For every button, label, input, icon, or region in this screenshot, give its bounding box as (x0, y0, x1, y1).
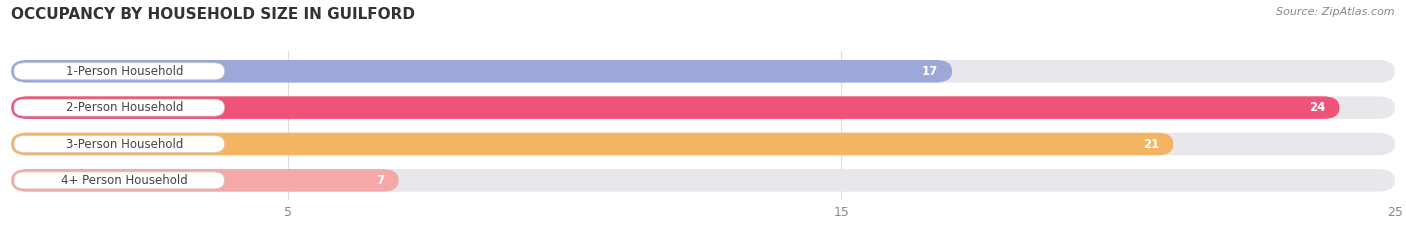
Text: 7: 7 (377, 174, 385, 187)
FancyBboxPatch shape (11, 96, 1395, 119)
FancyBboxPatch shape (14, 136, 225, 152)
FancyBboxPatch shape (11, 133, 1395, 155)
FancyBboxPatch shape (11, 60, 952, 82)
Text: 4+ Person Household: 4+ Person Household (62, 174, 188, 187)
FancyBboxPatch shape (11, 169, 399, 192)
Text: 1-Person Household: 1-Person Household (66, 65, 183, 78)
FancyBboxPatch shape (11, 60, 1395, 82)
FancyBboxPatch shape (14, 172, 225, 189)
FancyBboxPatch shape (14, 99, 225, 116)
FancyBboxPatch shape (11, 96, 1340, 119)
Text: Source: ZipAtlas.com: Source: ZipAtlas.com (1277, 7, 1395, 17)
Text: 17: 17 (922, 65, 938, 78)
FancyBboxPatch shape (11, 169, 1395, 192)
Text: OCCUPANCY BY HOUSEHOLD SIZE IN GUILFORD: OCCUPANCY BY HOUSEHOLD SIZE IN GUILFORD (11, 7, 415, 22)
FancyBboxPatch shape (11, 133, 1174, 155)
Text: 21: 21 (1143, 137, 1160, 151)
Text: 3-Person Household: 3-Person Household (66, 137, 183, 151)
Text: 2-Person Household: 2-Person Household (66, 101, 183, 114)
FancyBboxPatch shape (14, 63, 225, 80)
Text: 24: 24 (1309, 101, 1326, 114)
